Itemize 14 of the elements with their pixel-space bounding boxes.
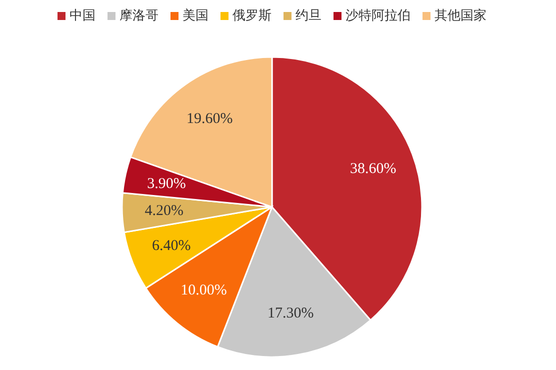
data-label: 17.30% <box>267 305 314 322</box>
legend-label: 沙特阿拉伯 <box>346 8 410 24</box>
data-label: 3.90% <box>147 176 186 192</box>
data-label: 6.40% <box>152 238 191 254</box>
data-label: 10.00% <box>180 282 227 299</box>
legend-label: 美国 <box>182 8 208 24</box>
legend-label: 摩洛哥 <box>120 8 158 24</box>
data-label: 19.60% <box>186 110 233 127</box>
legend-label: 其他国家 <box>434 8 486 24</box>
data-label: 38.60% <box>350 161 396 178</box>
legend-label: 中国 <box>70 8 96 24</box>
legend-label: 约旦 <box>296 8 322 24</box>
legend-label: 俄罗斯 <box>232 8 272 24</box>
data-label: 4.20% <box>144 203 184 220</box>
